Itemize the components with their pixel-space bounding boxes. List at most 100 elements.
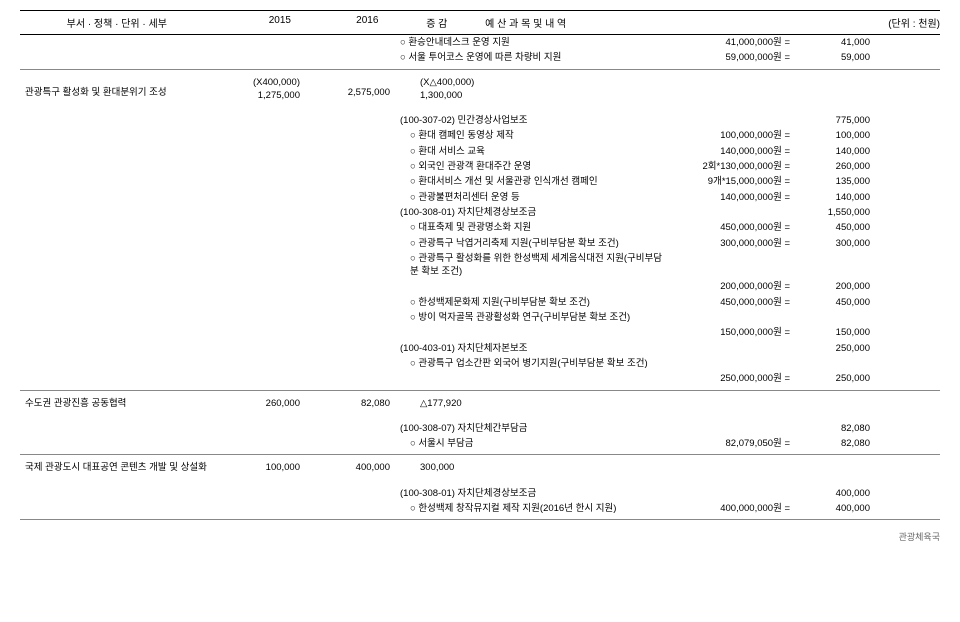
header-dept: 부서 · 정책 · 단위 · 세부 — [20, 15, 214, 30]
section-diff: △177,920 — [400, 397, 500, 410]
row-calc: 200,000,000원 = — [670, 280, 790, 293]
data-row: ○ 환대서비스 개선 및 서울관광 인식개선 캠페인9개*15,000,000원… — [20, 174, 940, 189]
row-desc: ○ 관광특구 업소간판 외국어 병기지원(구비부담분 확보 조건) — [400, 357, 670, 370]
section-dept: 국제 관광도시 대표공연 콘텐츠 개발 및 상설화 — [20, 461, 220, 474]
row-desc: (100-308-01) 자치단체경상보조금 — [400, 206, 670, 219]
data-row: ○ 환승안내데스크 운영 지원41,000,000원 =41,000 — [20, 35, 940, 50]
row-desc: ○ 외국인 관광객 환대주간 운영 — [400, 160, 670, 173]
row-amount: 100,000 — [790, 129, 870, 142]
row-amount: 775,000 — [790, 114, 870, 127]
data-row: 250,000,000원 =250,000 — [20, 371, 940, 386]
row-desc: ○ 환대서비스 개선 및 서울관광 인식개선 캠페인 — [400, 175, 670, 188]
data-row: (100-403-01) 자치단체자본보조 250,000 — [20, 341, 940, 356]
section-2016: 2,575,000 — [310, 76, 400, 103]
row-calc — [670, 206, 790, 219]
header-2016: 2016 — [301, 15, 388, 30]
row-desc: ○ 대표축제 및 관광명소화 지원 — [400, 221, 670, 234]
data-row: ○ 관광특구 업소간판 외국어 병기지원(구비부담분 확보 조건) — [20, 356, 940, 371]
data-row: (100-307-02) 민간경상사업보조 775,000 — [20, 113, 940, 128]
row-desc: ○ 관광불편처리센터 운영 등 — [400, 191, 670, 204]
row-calc — [670, 342, 790, 355]
row-amount: 1,550,000 — [790, 206, 870, 219]
row-desc: ○ 한성백제문화제 지원(구비부담분 확보 조건) — [400, 296, 670, 309]
divider — [20, 519, 940, 520]
row-desc: ○ 환승안내데스크 운영 지원 — [400, 36, 670, 49]
row-calc: 450,000,000원 = — [670, 296, 790, 309]
data-row: ○ 방이 먹자골목 관광활성화 연구(구비부담분 확보 조건) — [20, 310, 940, 325]
section-row: 수도권 관광진흥 공동협력260,00082,080△177,920 — [20, 394, 940, 413]
data-row: (100-308-07) 자치단체간부담금 82,080 — [20, 421, 940, 436]
table-header: 부서 · 정책 · 단위 · 세부 2015 2016 증 감 예 산 과 목 … — [20, 10, 940, 35]
row-amount — [790, 311, 870, 324]
row-desc — [400, 372, 670, 385]
row-desc: (100-308-07) 자치단체간부담금 — [400, 422, 670, 435]
data-row: ○ 환대 캠페인 동영상 제작100,000,000원 =100,000 — [20, 128, 940, 143]
row-calc: 140,000,000원 = — [670, 191, 790, 204]
row-amount: 450,000 — [790, 221, 870, 234]
section-diff: (X△400,000)1,300,000 — [400, 76, 500, 103]
divider — [20, 69, 940, 70]
section-row: 국제 관광도시 대표공연 콘텐츠 개발 및 상설화100,000400,0003… — [20, 458, 940, 477]
footer-dept: 관광체육국 — [20, 530, 940, 543]
row-calc: 450,000,000원 = — [670, 221, 790, 234]
data-row: (100-308-01) 자치단체경상보조금400,000 — [20, 486, 940, 501]
row-calc: 300,000,000원 = — [670, 237, 790, 250]
row-desc: ○ 한성백제 창작뮤지컬 제작 지원(2016년 한시 지원) — [400, 502, 670, 515]
section-2016: 82,080 — [310, 397, 400, 410]
section-dept: 관광특구 활성화 및 환대분위기 조성 — [20, 76, 220, 103]
row-amount: 82,080 — [790, 422, 870, 435]
data-row: ○ 관광불편처리센터 운영 등140,000,000원 =140,000 — [20, 190, 940, 205]
data-row: 150,000,000원 =150,000 — [20, 325, 940, 340]
data-row: ○ 한성백제 창작뮤지컬 제작 지원(2016년 한시 지원)400,000,0… — [20, 501, 940, 516]
header-2015: 2015 — [214, 15, 301, 30]
data-row: ○ 관광특구 활성화를 위한 한성백제 세계음식대전 지원(구비부담분 확보 조… — [20, 251, 940, 280]
row-desc: (100-307-02) 민간경상사업보조 — [400, 114, 670, 127]
section-dept: 수도권 관광진흥 공동협력 — [20, 397, 220, 410]
row-desc: ○ 관광특구 활성화를 위한 한성백제 세계음식대전 지원(구비부담분 확보 조… — [400, 252, 670, 279]
row-amount — [790, 357, 870, 370]
data-row: ○ 관광특구 낙엽거리축제 지원(구비부담분 확보 조건)300,000,000… — [20, 236, 940, 251]
row-calc: 59,000,000원 = — [670, 51, 790, 64]
row-desc: ○ 환대 서비스 교육 — [400, 145, 670, 158]
row-calc: 82,079,050원 = — [670, 437, 790, 450]
row-calc: 250,000,000원 = — [670, 372, 790, 385]
row-desc: (100-308-01) 자치단체경상보조금 — [400, 487, 670, 500]
row-desc: ○ 방이 먹자골목 관광활성화 연구(구비부담분 확보 조건) — [400, 311, 670, 324]
row-amount: 140,000 — [790, 145, 870, 158]
row-amount: 59,000 — [790, 51, 870, 64]
row-desc — [400, 326, 670, 339]
header-desc: 예 산 과 목 및 내 역 — [485, 15, 746, 30]
section-2016: 400,000 — [310, 461, 400, 474]
row-desc: ○ 관광특구 낙엽거리축제 지원(구비부담분 확보 조건) — [400, 237, 670, 250]
header-unit: (단위 : 천원) — [863, 15, 940, 30]
data-row: 200,000,000원 =200,000 — [20, 279, 940, 294]
data-row: ○ 서울 투어코스 운영에 따른 차량비 지원59,000,000원 =59,0… — [20, 50, 940, 65]
row-desc: ○ 서울시 부담금 — [400, 437, 670, 450]
row-amount: 260,000 — [790, 160, 870, 173]
section-2015: 260,000 — [220, 397, 310, 410]
row-amount: 150,000 — [790, 326, 870, 339]
row-amount: 250,000 — [790, 372, 870, 385]
row-calc: 9개*15,000,000원 = — [670, 175, 790, 188]
row-amount: 140,000 — [790, 191, 870, 204]
section-diff: 300,000 — [400, 461, 500, 474]
header-calc — [746, 15, 862, 30]
row-desc: (100-403-01) 자치단체자본보조 — [400, 342, 670, 355]
row-amount — [790, 252, 870, 279]
row-amount: 135,000 — [790, 175, 870, 188]
row-desc — [400, 280, 670, 293]
row-calc — [670, 422, 790, 435]
data-row: ○ 대표축제 및 관광명소화 지원450,000,000원 =450,000 — [20, 220, 940, 235]
row-amount: 300,000 — [790, 237, 870, 250]
row-calc: 140,000,000원 = — [670, 145, 790, 158]
gap — [20, 105, 940, 113]
row-amount: 250,000 — [790, 342, 870, 355]
section-2015: (X400,000)1,275,000 — [220, 76, 310, 103]
section-row: 관광특구 활성화 및 환대분위기 조성(X400,000)1,275,0002,… — [20, 73, 940, 106]
data-row: ○ 서울시 부담금82,079,050원 =82,080 — [20, 436, 940, 451]
gap — [20, 413, 940, 421]
row-amount: 41,000 — [790, 36, 870, 49]
table-body: ○ 환승안내데스크 운영 지원41,000,000원 =41,000○ 서울 투… — [20, 35, 940, 520]
gap — [20, 478, 940, 486]
data-row: (100-308-01) 자치단체경상보조금 1,550,000 — [20, 205, 940, 220]
